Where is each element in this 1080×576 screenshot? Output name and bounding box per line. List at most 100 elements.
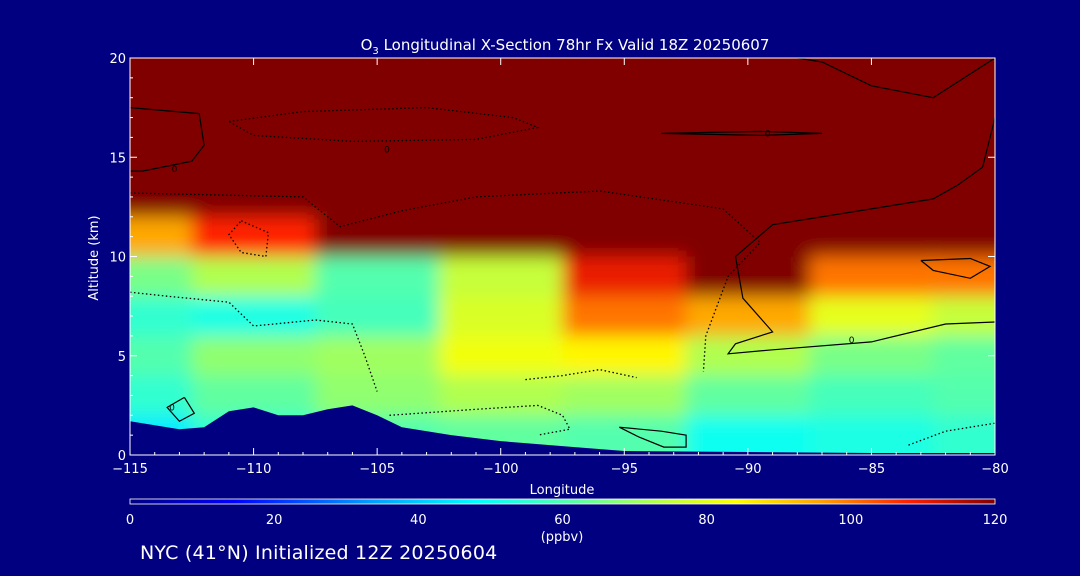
ozone-cell — [191, 256, 316, 297]
ozone-cell — [809, 375, 934, 416]
x-tick-label: −105 — [359, 462, 395, 477]
ozone-cell — [438, 296, 563, 336]
ozone-cell — [438, 157, 563, 217]
ozone-cell — [933, 415, 995, 455]
contour-line — [130, 291, 378, 392]
x-axis: −115 −110 −105 −100 −95 −90 −85 −80 — [112, 58, 1009, 477]
ozone-cell — [438, 256, 563, 297]
ozone-cell — [809, 58, 934, 158]
ozone-cell — [933, 335, 995, 376]
ozone-cell — [686, 58, 810, 158]
contour-line — [525, 368, 637, 381]
ozone-cell — [438, 58, 563, 158]
contour-line — [619, 426, 687, 448]
ozone-cell — [933, 296, 995, 336]
ozone-cell — [686, 335, 810, 376]
ozone-cell — [933, 157, 995, 217]
contour-layer: 0 0 0 0 0 — [130, 58, 995, 448]
colorbar-tick-label: 40 — [410, 513, 427, 528]
terrain-mask — [130, 405, 995, 455]
ozone-cell — [686, 157, 810, 217]
contour-label: 0 — [765, 129, 771, 139]
contour-line — [228, 220, 270, 258]
y-tick-label: 15 — [109, 151, 126, 166]
contour-label: 0 — [169, 403, 175, 413]
ozone-cell — [191, 157, 316, 217]
ozone-cell — [315, 335, 439, 376]
contour-label: 0 — [172, 165, 178, 175]
y-tick-label: 0 — [118, 449, 126, 464]
ozone-cell — [686, 296, 810, 336]
ozone-cell — [191, 335, 316, 376]
ozone-cell — [933, 256, 995, 297]
x-tick-label: −85 — [858, 462, 885, 477]
colorbar-tick-label: 80 — [698, 513, 715, 528]
colorbar-axis: 0 20 40 60 80 100 120 — [126, 513, 1008, 528]
contour-label: 0 — [849, 336, 855, 346]
ozone-cell — [438, 375, 563, 416]
colorbar — [129, 498, 996, 505]
ozone-cell — [809, 296, 934, 336]
contour-line — [661, 130, 823, 137]
contour-line — [166, 396, 196, 423]
contour-line — [797, 58, 995, 99]
ozone-cell — [315, 157, 439, 217]
title-species: O — [361, 36, 373, 54]
contour-label: 0 — [384, 145, 390, 155]
ozone-cell — [191, 216, 316, 257]
ozone-cell — [315, 216, 439, 257]
ozone-cell — [191, 296, 316, 336]
x-tick-label: −110 — [236, 462, 272, 477]
ozone-cell — [562, 335, 687, 376]
ozone-cell — [933, 375, 995, 416]
ozone-cell — [438, 335, 563, 376]
ozone-cell — [562, 216, 687, 257]
y-axis: 0 5 10 15 20 — [109, 52, 995, 464]
ozone-cell — [686, 256, 810, 297]
y-tick-label: 5 — [118, 350, 126, 365]
ozone-cell — [130, 296, 192, 336]
x-tick-label: −80 — [981, 462, 1008, 477]
contour-line — [920, 257, 992, 279]
ozone-cell — [562, 296, 687, 336]
ozone-cell — [130, 216, 192, 257]
ozone-cell — [315, 256, 439, 297]
contour-line — [389, 404, 571, 436]
ozone-cell — [562, 375, 687, 416]
colorbar-tick-label: 0 — [126, 513, 134, 528]
colorbar-tick-label: 100 — [838, 513, 863, 528]
y-axis-label: Altitude (km) — [87, 215, 102, 300]
colorbar-tick-label: 20 — [266, 513, 283, 528]
colorbar-tick-label: 60 — [554, 513, 571, 528]
ozone-cell — [809, 335, 934, 376]
y-tick-label: 10 — [109, 251, 126, 266]
x-tick-label: −90 — [734, 462, 761, 477]
contour-line — [228, 106, 541, 143]
contour-line — [130, 107, 205, 172]
ozone-cell — [130, 375, 192, 416]
ozone-cell — [438, 216, 563, 257]
contour-line — [908, 422, 995, 446]
ozone-cell — [933, 216, 995, 257]
ozone-cell — [191, 58, 316, 158]
plot-area: 0 0 0 0 0 — [130, 58, 995, 455]
ozone-cell — [562, 157, 687, 217]
ozone-cell — [809, 256, 934, 297]
colorbar-units: (ppbv) — [541, 530, 584, 545]
ozone-cell — [933, 58, 995, 158]
colorbar-tick-label: 120 — [983, 513, 1008, 528]
footer-run-info: NYC (41°N) Initialized 12Z 20250604 — [140, 542, 498, 564]
chart-title: O3 Longitudinal X-Section 78hr Fx Valid … — [361, 36, 770, 57]
title-rest: Longitudinal X-Section 78hr Fx Valid 18Z… — [379, 36, 770, 54]
x-tick-label: −95 — [611, 462, 638, 477]
ozone-cell — [809, 216, 934, 257]
x-tick-label: −100 — [483, 462, 519, 477]
title-subscript: 3 — [372, 46, 378, 57]
ozone-cell — [809, 157, 934, 217]
ozone-cell — [130, 58, 192, 158]
ozone-cell — [562, 256, 687, 297]
ozone-cell — [315, 296, 439, 336]
x-tick-label: −115 — [112, 462, 148, 477]
ozone-cell — [130, 256, 192, 297]
